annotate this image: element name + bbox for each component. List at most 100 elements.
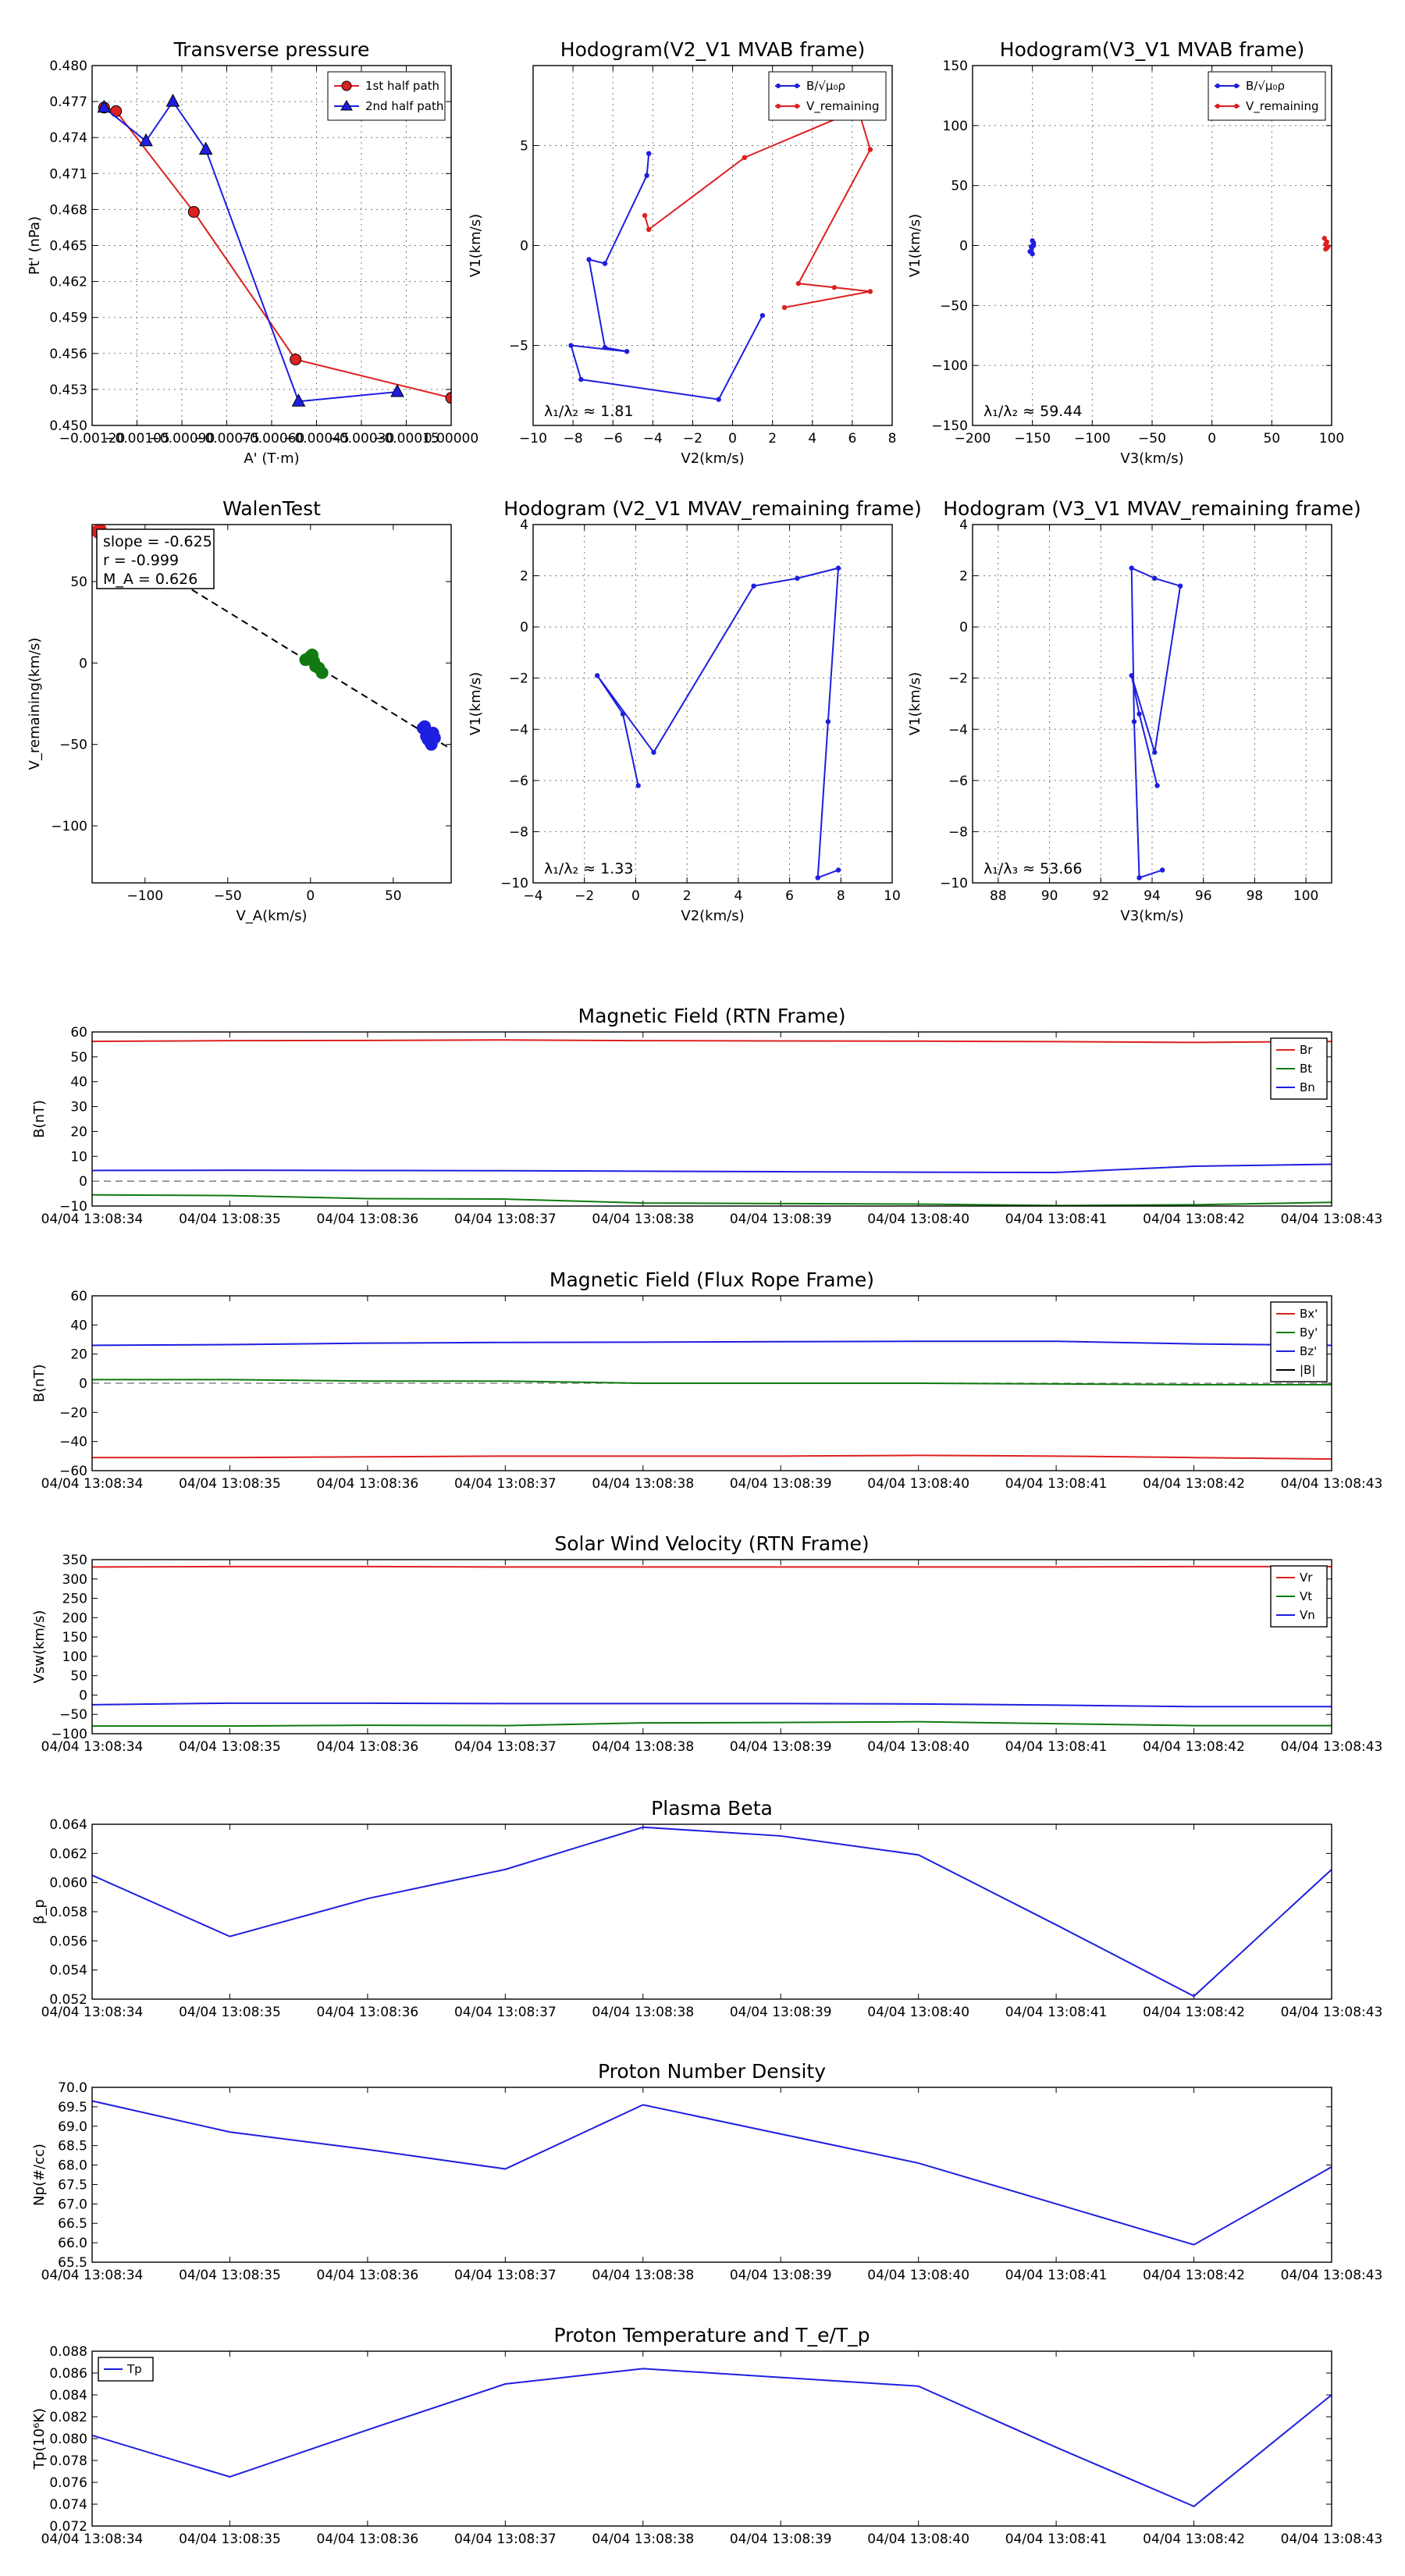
y-tick-label: −5 xyxy=(509,339,528,354)
y-tick-label: 0.078 xyxy=(49,2453,87,2469)
y-tick-label: 50 xyxy=(70,575,87,590)
time-tick-label: 04/04 13:08:39 xyxy=(730,2532,832,2547)
y-tick-label: 30 xyxy=(70,1100,87,1115)
y-tick-label: −150 xyxy=(931,418,968,434)
x-tick-label: 6 xyxy=(785,888,794,904)
x-tick-label: −4 xyxy=(643,431,663,447)
y-tick-label: −50 xyxy=(59,1707,87,1723)
y-tick-label: 100 xyxy=(943,119,968,134)
data-layer xyxy=(1027,236,1331,257)
eigen-ratio-annotation: λ₁/λ₃ ≈ 53.66 xyxy=(984,860,1083,877)
time-tick-label: 04/04 13:08:37 xyxy=(454,2532,557,2547)
data-point xyxy=(187,205,200,218)
x-tick-label: 4 xyxy=(734,888,742,904)
time-tick-label: 04/04 13:08:35 xyxy=(179,1212,281,1227)
y-tick-label: 200 xyxy=(62,1610,87,1626)
data-point xyxy=(815,875,820,881)
y-tick-label: −4 xyxy=(948,722,968,738)
x-tick-label: −150 xyxy=(1014,431,1051,447)
series-line-Vt xyxy=(92,1720,1332,1727)
chart-title: WalenTest xyxy=(222,497,321,520)
data-point xyxy=(646,226,652,233)
time-tick-label: 04/04 13:08:34 xyxy=(41,2532,144,2547)
x-axis-label: V2(km/s) xyxy=(681,908,744,924)
time-tick-label: 04/04 13:08:40 xyxy=(867,2532,969,2547)
y-tick-label: 4 xyxy=(959,518,968,533)
legend-label: B/√μ₀ρ xyxy=(806,79,845,93)
data-point xyxy=(831,285,838,290)
time-tick-label: 04/04 13:08:35 xyxy=(179,2005,281,2020)
y-tick-label: −50 xyxy=(940,298,968,314)
y-tick-label: 67.5 xyxy=(58,2177,87,2193)
y-tick-label: 0.052 xyxy=(49,1992,87,2008)
y-axis-label: Pt' (nPa) xyxy=(27,216,43,275)
plot-frame xyxy=(91,65,452,426)
data-point xyxy=(651,749,656,755)
time-tick-label: 04/04 13:08:34 xyxy=(41,2005,144,2020)
data-point xyxy=(1152,575,1158,582)
data-layer xyxy=(594,565,841,881)
panel-mag_rtn: 04/04 13:08:34 04/04 13:08:35 04/04 13:08:… xyxy=(31,1005,1382,1227)
x-tick-label: 96 xyxy=(1195,888,1212,904)
legend-label: B/√μ₀ρ xyxy=(1246,79,1285,93)
legend-label: Tp xyxy=(126,2362,142,2376)
data-point xyxy=(1321,236,1328,241)
series-line-Bz' xyxy=(91,1340,1332,1347)
plot-frame xyxy=(91,1823,1332,2000)
y-tick-label: 69.0 xyxy=(58,2119,87,2135)
y-tick-label: 300 xyxy=(62,1572,87,1588)
legend-marker xyxy=(1215,104,1220,109)
y-tick-label: −100 xyxy=(931,358,968,374)
time-tick-label: 04/04 13:08:37 xyxy=(454,1476,557,1492)
time-tick-label: 04/04 13:08:40 xyxy=(867,2268,969,2283)
series-line-2nd half path xyxy=(103,100,398,403)
time-tick-label: 04/04 13:08:38 xyxy=(592,2005,694,2020)
legend-box xyxy=(327,71,446,121)
plot-frame xyxy=(972,524,1332,884)
chart-title: Hodogram(V3_V1 MVAB frame) xyxy=(1000,38,1304,61)
data-point xyxy=(578,376,584,382)
time-tick-label: 04/04 13:08:36 xyxy=(317,2005,419,2020)
legend-marker xyxy=(340,100,353,111)
y-tick-label: 0 xyxy=(959,239,968,254)
time-tick-label: 04/04 13:08:36 xyxy=(317,1739,419,1755)
y-tick-label: 250 xyxy=(62,1592,87,1607)
y-tick-label: 0 xyxy=(520,620,528,635)
y-axis-label: Np(#/cc) xyxy=(31,2144,48,2206)
chart-title: Proton Temperature and T_e/T_p xyxy=(553,2324,870,2347)
chart-title: Magnetic Field (Flux Rope Frame) xyxy=(550,1268,874,1291)
legend-marker xyxy=(341,80,352,91)
y-tick-label: 2 xyxy=(959,569,968,585)
y-axis-label: B(nT) xyxy=(31,1100,48,1138)
y-tick-label: 0.076 xyxy=(49,2475,87,2491)
panel-walen_test: −100 −50 0 50 −100 −50 0 50 V_A(km/s) V_remaining… xyxy=(27,497,452,924)
y-tick-label: −10 xyxy=(940,876,968,891)
data-point xyxy=(305,648,318,661)
legend-box xyxy=(1270,1301,1328,1382)
legend-marker xyxy=(795,104,799,109)
data-point xyxy=(568,343,574,348)
data-point xyxy=(620,711,626,717)
x-tick-label: −6 xyxy=(603,431,623,447)
plot-frame xyxy=(972,65,1332,426)
panel-hodo_v2v1_mvab: −10 −8 −6 −4 −2 0 2 4 6 8 −5 0 5 V2(km/s) V1(km/s) Hodo… xyxy=(468,38,896,467)
y-tick-label: 68.0 xyxy=(58,2158,87,2174)
x-tick-label: 2 xyxy=(768,431,777,447)
data-point xyxy=(646,151,652,156)
legend-label: Vn xyxy=(1300,1608,1315,1622)
data-point xyxy=(751,583,756,589)
series-line-Tp xyxy=(91,2368,1332,2507)
x-tick-label: −4 xyxy=(523,888,542,904)
series-line-By' xyxy=(92,1379,1332,1386)
y-tick-label: 350 xyxy=(62,1553,87,1568)
legend-marker xyxy=(1234,84,1239,88)
data-layer xyxy=(97,94,451,407)
data-point xyxy=(624,349,630,354)
data-point xyxy=(716,397,721,402)
time-tick-label: 04/04 13:08:41 xyxy=(1005,1739,1108,1755)
plot-frame xyxy=(91,1295,1332,1471)
time-tick-label: 04/04 13:08:43 xyxy=(1281,1476,1383,1492)
data-point xyxy=(1177,583,1183,589)
walen-stats-box xyxy=(96,528,215,589)
time-tick-label: 04/04 13:08:36 xyxy=(317,2268,419,2283)
